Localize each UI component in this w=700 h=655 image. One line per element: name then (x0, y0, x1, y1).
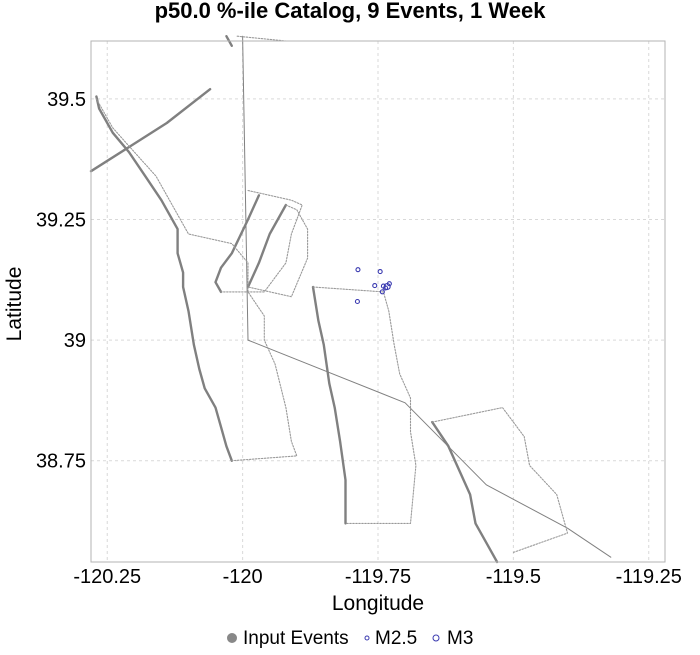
x-tick-label: -119.5 (486, 566, 541, 588)
event-marker-m2-5 (383, 285, 389, 291)
fault-trace-dotted (236, 35, 287, 42)
fault-traces (89, 35, 612, 564)
fault-trace-dotted (312, 286, 417, 524)
event-marker-m3 (383, 282, 391, 291)
fault-trace-dotted (247, 204, 309, 298)
fault-trace-thick (214, 194, 261, 294)
y-tick-label: 38.75 (36, 451, 86, 473)
legend: Input Events M2.5 M3 (227, 628, 473, 649)
legend-label-m2-5: M2.5 (375, 628, 417, 649)
legend-label-input-events: Input Events (243, 628, 349, 649)
legend-marker-input-events (227, 633, 237, 643)
x-tick-label: -119.75 (345, 566, 411, 588)
x-tick-label: -120 (223, 566, 263, 588)
y-tick-label: 39.5 (47, 89, 86, 111)
legend-marker-m3 (432, 634, 440, 642)
plot-frame (90, 40, 666, 563)
fault-trace-dotted (431, 407, 569, 553)
x-tick-labels: -120.25 -120 -119.75 -119.5 -119.25 (73, 566, 682, 588)
y-tick-label: 39 (64, 330, 86, 352)
fault-trace-thin (242, 35, 612, 558)
fault-trace-thick (311, 285, 347, 525)
grid-lines (91, 41, 665, 562)
fault-trace-thick (431, 420, 499, 564)
event-marker-m2-5 (377, 269, 383, 275)
x-tick-label: -120.25 (73, 566, 141, 588)
y-tick-label: 39.25 (36, 209, 86, 231)
event-marker-m2-5 (372, 283, 378, 289)
event-marker-m2-5 (379, 289, 385, 295)
fault-trace-thick (246, 203, 288, 289)
fault-trace-dotted (220, 189, 303, 293)
legend-label-m3: M3 (447, 628, 473, 649)
x-axis-label: Longitude (332, 592, 424, 615)
y-axis-label: Latitude (3, 267, 26, 342)
y-tick-labels: 38.75 39 39.25 39.5 (36, 89, 86, 473)
fault-trace-thick (89, 87, 212, 173)
fault-trace-thick (95, 95, 234, 462)
event-marker-m2-5 (355, 267, 361, 273)
chart-title: p50.0 %-ile Catalog, 9 Events, 1 Week (155, 0, 547, 23)
event-marker-m2-5 (354, 298, 360, 305)
legend-marker-m2-5 (364, 635, 370, 641)
event-markers (354, 267, 392, 305)
fault-trace-dotted (95, 98, 298, 462)
x-tick-label: -119.25 (616, 566, 682, 588)
